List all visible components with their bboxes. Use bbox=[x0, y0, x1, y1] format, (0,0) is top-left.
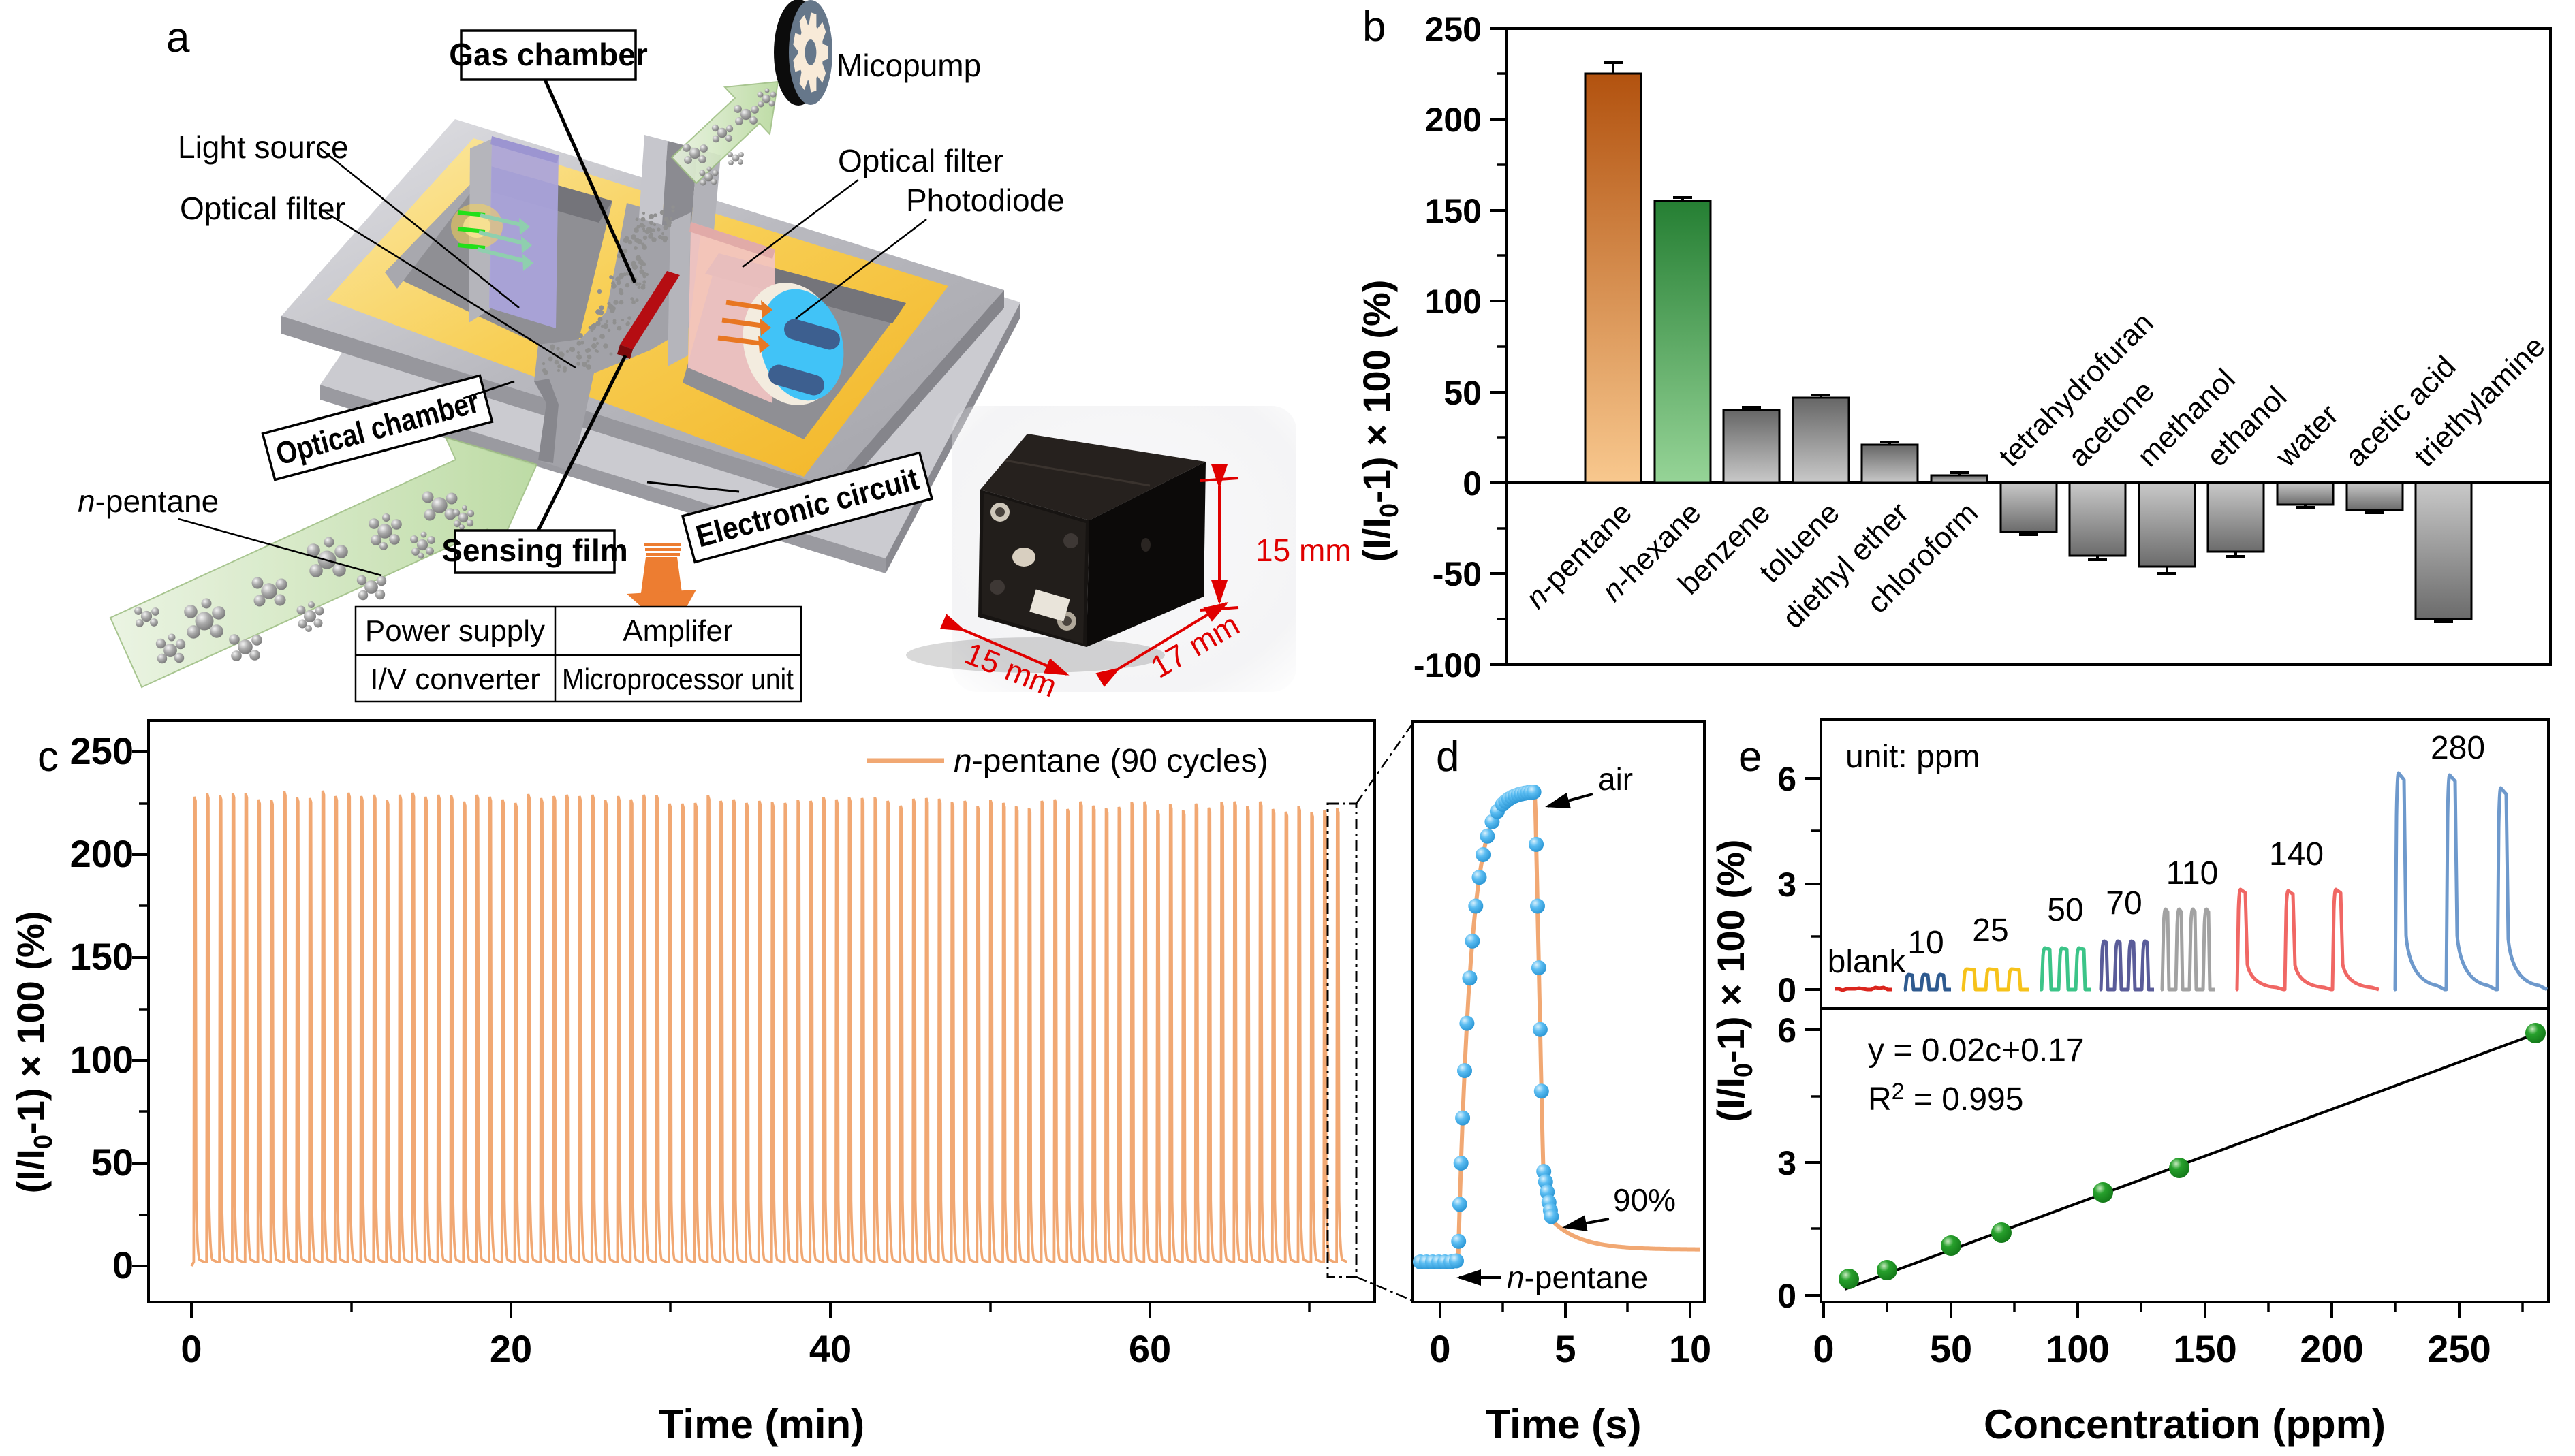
svg-text:70: 70 bbox=[2106, 885, 2142, 921]
svg-text:Micopump: Micopump bbox=[837, 48, 981, 83]
svg-text:140: 140 bbox=[2269, 836, 2324, 872]
svg-text:y = 0.02c+0.17: y = 0.02c+0.17 bbox=[1868, 1032, 2085, 1069]
svg-text:air: air bbox=[1598, 761, 1633, 797]
svg-text:Sensing film: Sensing film bbox=[441, 533, 627, 568]
svg-text:n-pentane: n-pentane bbox=[78, 484, 219, 519]
svg-text:a: a bbox=[166, 14, 190, 61]
svg-text:10: 10 bbox=[1907, 925, 1944, 961]
svg-text:6: 6 bbox=[1777, 1011, 1796, 1049]
svg-text:Photodiode: Photodiode bbox=[906, 183, 1065, 218]
svg-text:10: 10 bbox=[1669, 1327, 1711, 1370]
svg-text:0: 0 bbox=[181, 1327, 202, 1370]
svg-text:Concentration (ppm): Concentration (ppm) bbox=[1984, 1402, 2386, 1447]
svg-text:0: 0 bbox=[112, 1244, 134, 1286]
svg-text:100: 100 bbox=[1425, 283, 1482, 321]
svg-text:50: 50 bbox=[1443, 374, 1482, 412]
svg-text:c: c bbox=[37, 733, 59, 780]
svg-text:(I/I0-1) × 100 (%): (I/I0-1) × 100 (%) bbox=[1709, 840, 1758, 1122]
svg-text:d: d bbox=[1436, 733, 1459, 780]
svg-text:60: 60 bbox=[1129, 1327, 1171, 1370]
svg-text:200: 200 bbox=[2300, 1327, 2363, 1370]
svg-text:n-pentane (90 cycles): n-pentane (90 cycles) bbox=[954, 743, 1268, 779]
svg-text:3: 3 bbox=[1777, 866, 1796, 904]
svg-text:b: b bbox=[1362, 3, 1386, 50]
svg-text:150: 150 bbox=[70, 935, 134, 978]
svg-text:blank: blank bbox=[1828, 944, 1907, 980]
svg-text:Optical filter: Optical filter bbox=[180, 191, 345, 226]
svg-text:280: 280 bbox=[2431, 730, 2485, 766]
svg-text:e: e bbox=[1738, 733, 1762, 780]
svg-text:3: 3 bbox=[1777, 1144, 1796, 1182]
svg-text:0: 0 bbox=[1777, 971, 1796, 1009]
svg-text:0: 0 bbox=[1429, 1327, 1450, 1370]
svg-text:50: 50 bbox=[2047, 892, 2083, 928]
svg-text:(I/I0-1) × 100 (%): (I/I0-1) × 100 (%) bbox=[9, 911, 58, 1194]
svg-text:Optical filter: Optical filter bbox=[838, 143, 1003, 178]
svg-text:unit: ppm: unit: ppm bbox=[1845, 739, 1980, 775]
svg-text:250: 250 bbox=[70, 729, 134, 772]
svg-text:(I/I0-1) × 100 (%): (I/I0-1) × 100 (%) bbox=[1355, 280, 1404, 563]
svg-text:n-pentane: n-pentane bbox=[1507, 1260, 1648, 1295]
svg-text:0: 0 bbox=[1777, 1277, 1796, 1315]
svg-text:0: 0 bbox=[1463, 464, 1482, 503]
svg-text:Light source: Light source bbox=[178, 129, 349, 165]
svg-text:Power supply: Power supply bbox=[365, 614, 545, 648]
svg-text:150: 150 bbox=[2173, 1327, 2236, 1370]
svg-text:R2 = 0.995: R2 = 0.995 bbox=[1868, 1079, 2023, 1118]
svg-text:50: 50 bbox=[1930, 1327, 1972, 1370]
svg-text:150: 150 bbox=[1425, 192, 1482, 230]
svg-text:-50: -50 bbox=[1433, 555, 1482, 593]
svg-text:40: 40 bbox=[809, 1327, 852, 1370]
svg-text:I/V converter: I/V converter bbox=[370, 663, 540, 696]
svg-text:90%: 90% bbox=[1613, 1182, 1676, 1218]
svg-text:25: 25 bbox=[1972, 913, 2008, 949]
svg-text:100: 100 bbox=[70, 1038, 134, 1081]
svg-text:Time (min): Time (min) bbox=[659, 1402, 864, 1447]
svg-text:50: 50 bbox=[91, 1141, 134, 1184]
svg-text:-100: -100 bbox=[1414, 646, 1482, 684]
svg-text:Time (s): Time (s) bbox=[1486, 1402, 1642, 1447]
svg-text:15 mm: 15 mm bbox=[1255, 533, 1352, 568]
svg-text:Microprocessor unit: Microprocessor unit bbox=[562, 663, 794, 696]
svg-text:250: 250 bbox=[1425, 10, 1482, 48]
svg-text:Gas chamber: Gas chamber bbox=[449, 37, 648, 72]
svg-text:20: 20 bbox=[490, 1327, 532, 1370]
svg-text:6: 6 bbox=[1777, 760, 1796, 798]
svg-text:110: 110 bbox=[2166, 855, 2219, 891]
svg-text:200: 200 bbox=[70, 832, 134, 875]
svg-text:5: 5 bbox=[1555, 1327, 1576, 1370]
svg-text:100: 100 bbox=[2046, 1327, 2109, 1370]
svg-text:250: 250 bbox=[2427, 1327, 2491, 1370]
svg-text:Amplifer: Amplifer bbox=[623, 614, 732, 648]
svg-text:0: 0 bbox=[1813, 1327, 1834, 1370]
svg-text:200: 200 bbox=[1425, 101, 1482, 139]
